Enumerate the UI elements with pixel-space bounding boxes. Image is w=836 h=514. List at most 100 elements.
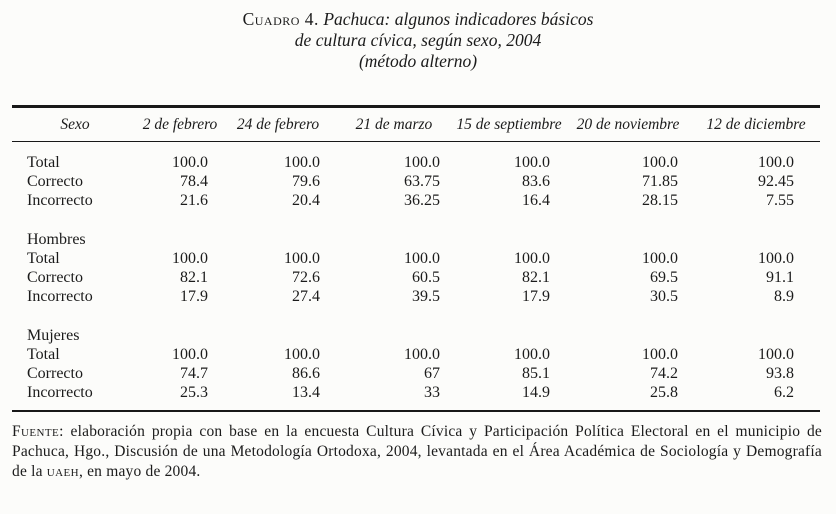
table-header-row: Sexo 2 de febrero 24 de febrero 21 de ma… bbox=[12, 107, 820, 142]
value-cell: 100.0 bbox=[758, 346, 794, 363]
column-header-24-febrero: 24 de febrero bbox=[236, 116, 320, 133]
spacer-cell bbox=[12, 306, 820, 326]
value-cell: 16.4 bbox=[522, 192, 550, 209]
table-title-line2: de cultura cívica, según sexo, 2004 bbox=[294, 30, 542, 50]
section-header-label: Hombres bbox=[27, 231, 86, 248]
table-title-line3: (método alterno) bbox=[358, 51, 478, 71]
row-label: Correcto bbox=[27, 365, 83, 382]
table-row: Total 100.0 100.0 100.0 100.0 100.0 100.0 bbox=[12, 249, 820, 268]
column-header-15-septiembre: 15 de septiembre bbox=[456, 116, 562, 133]
indicators-table: Sexo 2 de febrero 24 de febrero 21 de ma… bbox=[12, 105, 820, 412]
row-label: Correcto bbox=[27, 173, 83, 190]
value-cell: 100.0 bbox=[284, 250, 320, 267]
value-cell: 93.8 bbox=[766, 365, 794, 382]
value-cell: 100.0 bbox=[172, 154, 208, 171]
value-cell: 13.4 bbox=[292, 384, 320, 401]
table-row: Incorrecto 25.3 13.4 33 14.9 25.8 6.2 bbox=[12, 383, 820, 402]
source-note-text-2: , en mayo de 2004. bbox=[78, 463, 201, 480]
value-cell: 67 bbox=[424, 365, 440, 382]
value-cell: 72.6 bbox=[292, 269, 320, 286]
value-cell: 17.9 bbox=[180, 288, 208, 305]
value-cell: 82.1 bbox=[180, 269, 208, 286]
value-cell: 21.6 bbox=[180, 192, 208, 209]
value-cell: 100.0 bbox=[172, 250, 208, 267]
table-number-label: Cuadro 4. bbox=[242, 9, 319, 29]
value-cell: 33 bbox=[424, 384, 440, 401]
table-title-line1-text: Pachuca: algunos indicadores básicos bbox=[318, 9, 594, 29]
value-cell: 100.0 bbox=[404, 250, 440, 267]
value-cell: 100.0 bbox=[284, 154, 320, 171]
row-label: Total bbox=[27, 154, 60, 171]
value-cell: 74.7 bbox=[180, 365, 208, 382]
source-note-text-1: elaboración propia con base en la encues… bbox=[12, 423, 822, 480]
value-cell: 83.6 bbox=[522, 173, 550, 190]
table-title: Cuadro 4. Pachuca: algunos indicadores b… bbox=[0, 0, 836, 72]
spacer-cell bbox=[12, 402, 820, 411]
value-cell: 36.25 bbox=[404, 192, 440, 209]
value-cell: 71.85 bbox=[642, 173, 678, 190]
value-cell: 92.45 bbox=[758, 173, 794, 190]
value-cell: 74.2 bbox=[650, 365, 678, 382]
value-cell: 27.4 bbox=[292, 288, 320, 305]
table-header: Sexo 2 de febrero 24 de febrero 21 de ma… bbox=[12, 107, 820, 142]
value-cell: 28.15 bbox=[642, 192, 678, 209]
spacer-row bbox=[12, 306, 820, 326]
value-cell: 100.0 bbox=[404, 154, 440, 171]
section-header-row: Hombres bbox=[12, 230, 820, 249]
value-cell: 86.6 bbox=[292, 365, 320, 382]
section-header-fill bbox=[138, 230, 820, 249]
section-header-row: Mujeres bbox=[12, 326, 820, 345]
table-row: Incorrecto 21.6 20.4 36.25 16.4 28.15 7.55 bbox=[12, 191, 820, 210]
column-header-12-diciembre: 12 de diciembre bbox=[706, 116, 806, 133]
value-cell: 17.9 bbox=[522, 288, 550, 305]
spacer-cell bbox=[12, 210, 820, 230]
value-cell: 63.75 bbox=[404, 173, 440, 190]
value-cell: 100.0 bbox=[642, 250, 678, 267]
value-cell: 100.0 bbox=[284, 346, 320, 363]
value-cell: 14.9 bbox=[522, 384, 550, 401]
value-cell: 100.0 bbox=[514, 154, 550, 171]
section-header-label: Mujeres bbox=[27, 327, 80, 344]
table-body: Total 100.0 100.0 100.0 100.0 100.0 100.0 Corre… bbox=[12, 142, 820, 412]
value-cell: 25.8 bbox=[650, 384, 678, 401]
value-cell: 82.1 bbox=[522, 269, 550, 286]
value-cell: 69.5 bbox=[650, 269, 678, 286]
table-row: Incorrecto 17.9 27.4 39.5 17.9 30.5 8.9 bbox=[12, 287, 820, 306]
value-cell: 100.0 bbox=[758, 154, 794, 171]
value-cell: 39.5 bbox=[412, 288, 440, 305]
column-header-20-noviembre: 20 de noviembre bbox=[576, 116, 680, 133]
source-note-uaeh: uaeh bbox=[46, 463, 79, 480]
value-cell: 79.6 bbox=[292, 173, 320, 190]
value-cell: 100.0 bbox=[172, 346, 208, 363]
value-cell: 100.0 bbox=[758, 250, 794, 267]
row-label: Total bbox=[27, 250, 60, 267]
row-label: Incorrecto bbox=[27, 288, 93, 305]
value-cell: 8.9 bbox=[774, 288, 794, 305]
value-cell: 100.0 bbox=[514, 250, 550, 267]
spacer-row bbox=[12, 402, 820, 411]
value-cell: 60.5 bbox=[412, 269, 440, 286]
table-row: Correcto 78.4 79.6 63.75 83.6 71.85 92.45 bbox=[12, 172, 820, 191]
table-row: Total 100.0 100.0 100.0 100.0 100.0 100.0 bbox=[12, 153, 820, 172]
value-cell: 91.1 bbox=[766, 269, 794, 286]
column-header-21-marzo: 21 de marzo bbox=[355, 116, 433, 133]
row-label: Incorrecto bbox=[27, 384, 93, 401]
value-cell: 30.5 bbox=[650, 288, 678, 305]
table-title-line1: Cuadro 4. Pachuca: algunos indicadores b… bbox=[0, 9, 836, 30]
spacer-row bbox=[12, 142, 820, 154]
value-cell: 100.0 bbox=[642, 346, 678, 363]
spacer-cell bbox=[12, 142, 820, 154]
value-cell: 100.0 bbox=[514, 346, 550, 363]
value-cell: 25.3 bbox=[180, 384, 208, 401]
value-cell: 78.4 bbox=[180, 173, 208, 190]
value-cell: 100.0 bbox=[642, 154, 678, 171]
column-header-2-febrero: 2 de febrero bbox=[142, 116, 218, 133]
row-label: Total bbox=[27, 346, 60, 363]
value-cell: 100.0 bbox=[404, 346, 440, 363]
table-row: Total 100.0 100.0 100.0 100.0 100.0 100.0 bbox=[12, 345, 820, 364]
spacer-row bbox=[12, 210, 820, 230]
row-label: Correcto bbox=[27, 269, 83, 286]
value-cell: 6.2 bbox=[774, 384, 794, 401]
row-label: Incorrecto bbox=[27, 192, 93, 209]
